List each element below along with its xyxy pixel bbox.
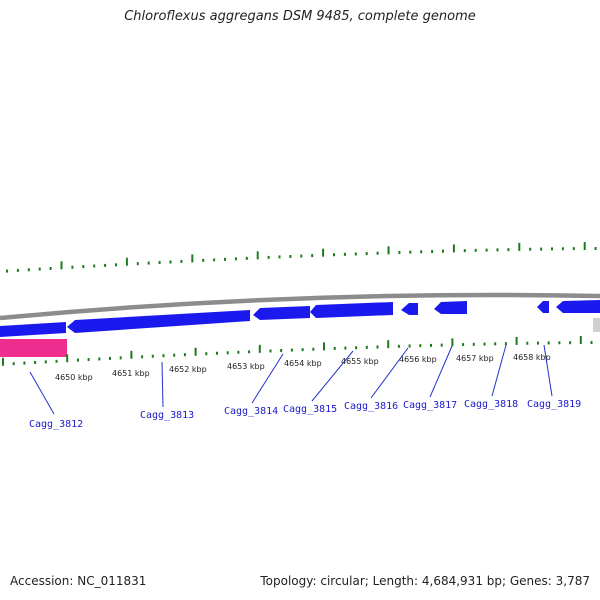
gene-label[interactable]: Cagg_3813	[140, 410, 194, 421]
kbp-label: 4657 kbp	[456, 354, 494, 363]
gene-leader-line	[311, 350, 354, 402]
gene-arrow[interactable]	[537, 301, 549, 313]
kbp-label: 4654 kbp	[284, 359, 322, 368]
genome-summary: Topology: circular; Length: 4,684,931 bp…	[260, 574, 590, 588]
gene-leader-line	[429, 345, 453, 398]
gene-leader-line	[29, 371, 55, 415]
kbp-label: 4653 kbp	[227, 362, 265, 371]
gene-arrow[interactable]	[434, 301, 467, 314]
gene-leader-line	[491, 344, 507, 397]
kbp-ruler: 4650 kbp 4651 kbp 4652 kbp 4653 kbp 4654 kbp…	[55, 353, 551, 382]
gene-label[interactable]: Cagg_3815	[283, 404, 337, 415]
gene-label[interactable]: Cagg_3817	[403, 400, 457, 411]
kbp-label: 4651 kbp	[112, 369, 150, 378]
gene-arrow[interactable]	[253, 306, 310, 320]
gene-label[interactable]: Cagg_3818	[464, 399, 518, 410]
kbp-label: 4655 kbp	[341, 357, 379, 366]
backbone-end-cap	[593, 318, 600, 332]
gene-arrow[interactable]	[310, 302, 393, 318]
gc-skew-track-top	[6, 242, 597, 273]
gene-arrow[interactable]	[401, 303, 418, 315]
gene-leader-line	[161, 361, 164, 408]
gene-label[interactable]: Cagg_3816	[344, 401, 398, 412]
gene-leader-line	[251, 353, 284, 404]
accession-label: Accession: NC_011831	[10, 574, 147, 588]
gene-leader-line	[543, 344, 553, 397]
page-title: Chloroflexus aggregans DSM 9485, complet…	[124, 9, 476, 24]
gene-arrow[interactable]	[67, 310, 250, 333]
gene-label[interactable]: Cagg_3819	[527, 399, 581, 410]
kbp-label: 4658 kbp	[513, 353, 551, 362]
gene-arrow[interactable]	[0, 322, 66, 337]
gene-feature-track	[0, 300, 600, 357]
gc-skew-track-bottom	[2, 336, 593, 366]
backbone-ring	[0, 292, 600, 321]
gene-arrow[interactable]	[556, 300, 600, 313]
gene-feature-pink[interactable]	[0, 339, 67, 357]
kbp-label: 4656 kbp	[399, 355, 437, 364]
gene-label[interactable]: Cagg_3814	[224, 406, 278, 417]
gene-labels: Cagg_3812 Cagg_3813 Cagg_3814 Cagg_3815 Cagg…	[29, 344, 581, 430]
kbp-label: 4650 kbp	[55, 373, 93, 382]
gene-label[interactable]: Cagg_3812	[29, 419, 83, 430]
gene-leader-line	[370, 347, 409, 399]
kbp-label: 4652 kbp	[169, 365, 207, 374]
